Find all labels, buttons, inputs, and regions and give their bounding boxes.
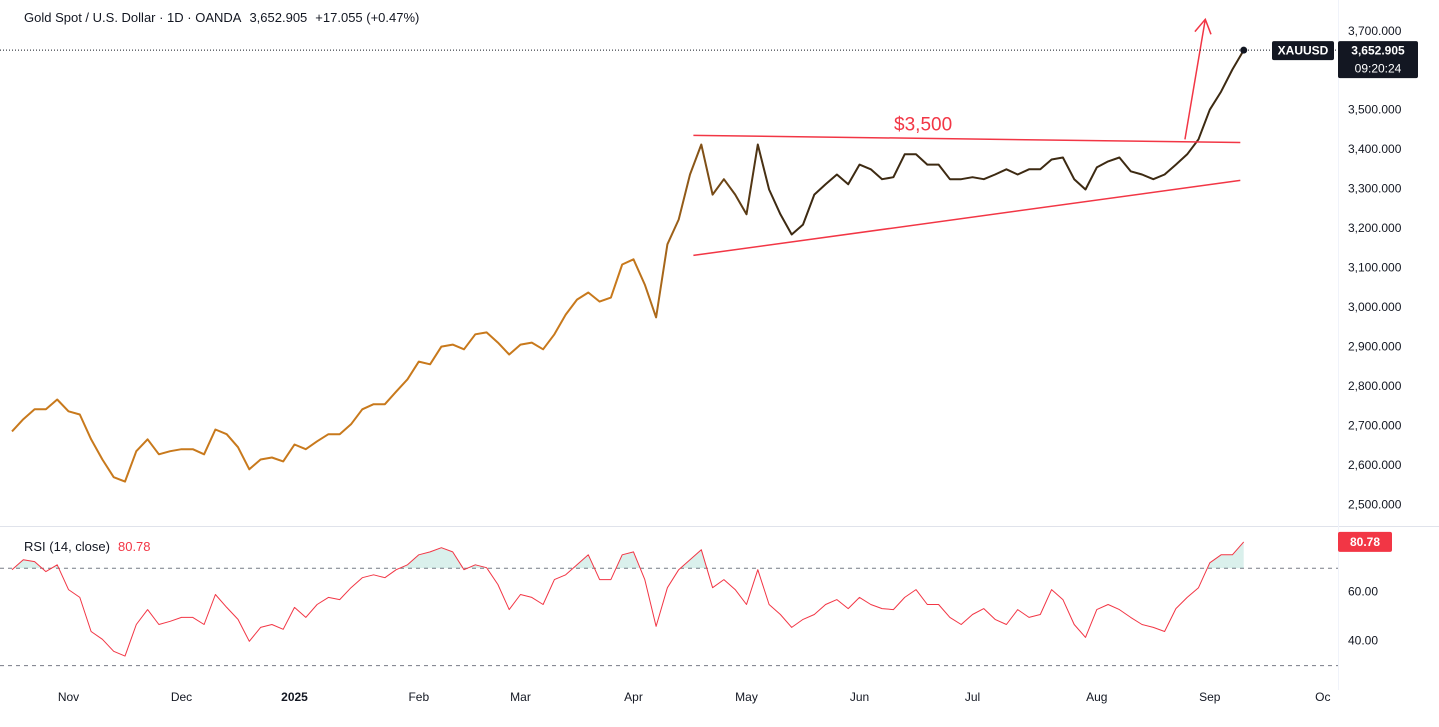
x-tick-label: Jun <box>850 690 869 704</box>
x-tick-label: Mar <box>510 690 531 704</box>
series-line <box>11 49 1245 483</box>
last-point <box>1240 46 1248 54</box>
x-tick-label: Dec <box>171 690 192 704</box>
y-tick-label: 3,200.000 <box>1348 221 1402 235</box>
price-change: +17.055 (+0.47%) <box>315 10 420 25</box>
x-tick-label: Nov <box>58 690 79 704</box>
rsi-header: RSI (14, close) 80.78 <box>24 539 151 554</box>
y-tick-label: 40.00 <box>1348 633 1378 647</box>
trendline <box>1184 19 1207 140</box>
rsi-last: 80.78 <box>117 539 151 554</box>
y-tick-label: 3,400.000 <box>1348 142 1402 156</box>
price-badge-value: 3,652.905 <box>1351 43 1405 57</box>
symbol-name: XAUUSD <box>1278 43 1329 57</box>
arrow-head <box>1194 17 1212 35</box>
y-tick-label: 60.00 <box>1348 585 1378 599</box>
x-tick-label: Jul <box>965 690 980 704</box>
x-tick-label: Sep <box>1199 690 1221 704</box>
y-tick-label: 2,900.000 <box>1348 340 1402 354</box>
overbought-fill <box>12 541 1244 569</box>
y-tick-label: 2,800.000 <box>1348 379 1402 393</box>
y-tick-label: 2,500.000 <box>1348 497 1402 511</box>
price-badge <box>1338 41 1418 79</box>
symbol-badge <box>1272 41 1334 61</box>
x-tick-label: Feb <box>408 690 429 704</box>
plot-area <box>0 17 1338 667</box>
x-tick-label: May <box>735 690 758 704</box>
last-price: 3,652.905 <box>249 10 308 25</box>
y-tick-label: 3,500.000 <box>1348 103 1402 117</box>
trendline <box>693 134 1241 144</box>
x-tick-label: Aug <box>1086 690 1107 704</box>
series-line <box>11 541 1245 657</box>
x-tick-label: 2025 <box>281 690 308 704</box>
rsi-title: RSI (14, close) <box>24 539 110 554</box>
y-tick-label: 2,700.000 <box>1348 418 1402 432</box>
value-badge <box>1338 531 1392 552</box>
y-tick-label: 3,100.000 <box>1348 261 1402 275</box>
header: Gold Spot / U.S. Dollar · 1D · OANDA 3,6… <box>24 10 419 25</box>
value-badge-text: 80.78 <box>1350 535 1380 549</box>
x-tick-label: Apr <box>624 690 643 704</box>
countdown: 09:20:24 <box>1355 61 1402 75</box>
y-tick-label: 3,700.000 <box>1348 24 1402 38</box>
symbol-title: Gold Spot / U.S. Dollar · 1D · OANDA <box>24 10 242 25</box>
y-tick-label: 3,000.000 <box>1348 300 1402 314</box>
y-tick-label: 2,600.000 <box>1348 458 1402 472</box>
x-tick-label: Oc <box>1315 690 1330 704</box>
y-tick-label: 3,300.000 <box>1348 182 1402 196</box>
trendline <box>693 179 1241 257</box>
trendline-label: $3,500 <box>894 114 952 135</box>
